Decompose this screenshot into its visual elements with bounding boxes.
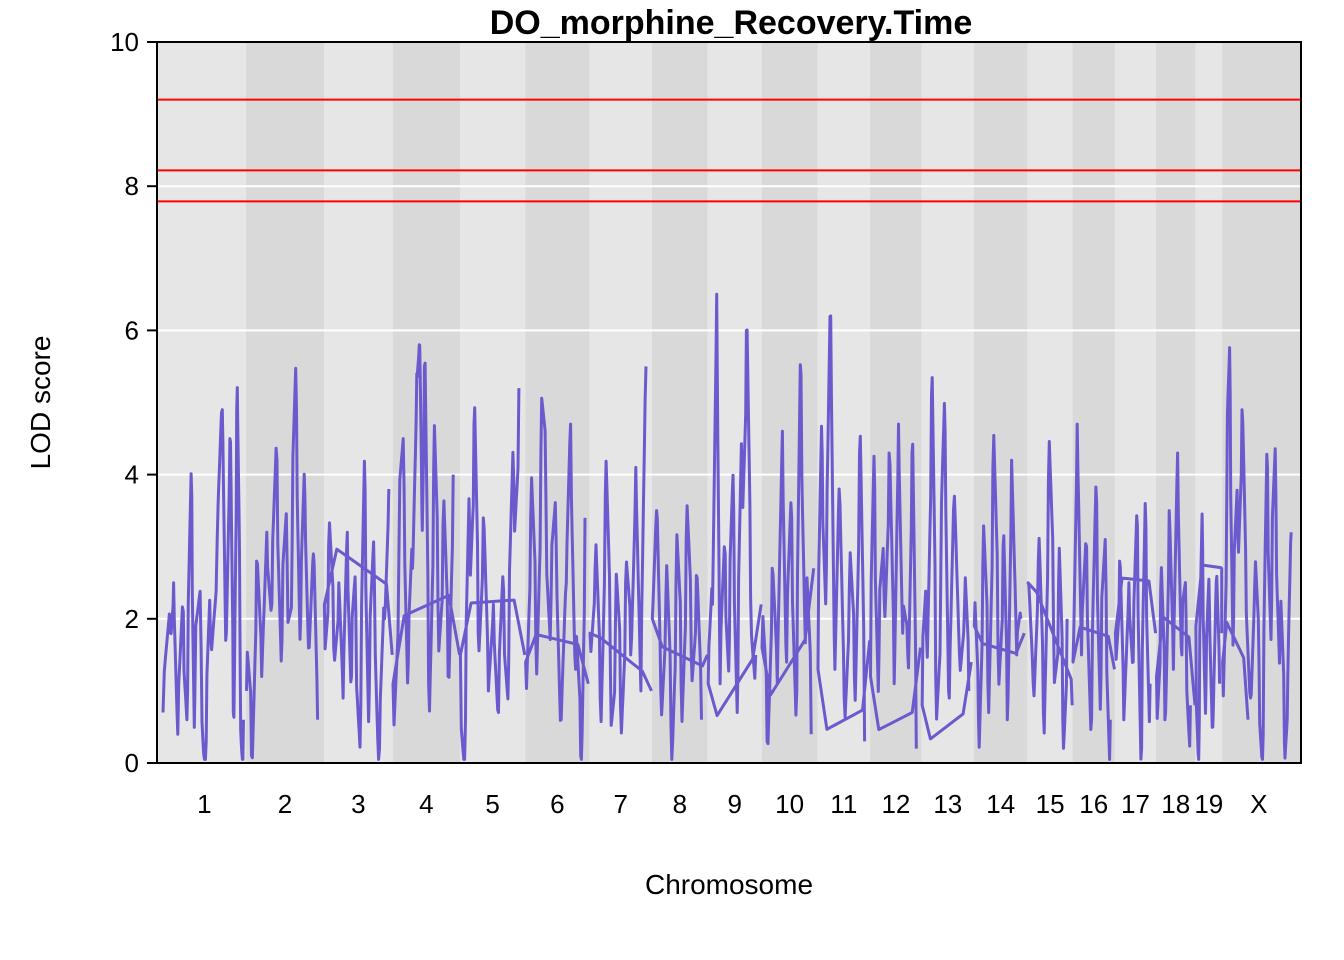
x-tick-label-chr-10: 10 xyxy=(775,789,804,819)
x-tick-label-chr-4: 4 xyxy=(419,789,433,819)
lod-curve-chr-17 xyxy=(1113,502,1158,761)
y-axis-ticks: 0 2 4 6 8 10 xyxy=(110,27,157,778)
lod-series xyxy=(161,292,1293,761)
lod-curve-chr-7 xyxy=(588,366,653,735)
lod-curve-chr-3 xyxy=(322,459,394,761)
y-tick-label-4: 4 xyxy=(125,460,139,490)
x-tick-label-chr-X: X xyxy=(1250,789,1267,819)
x-tick-label-chr-2: 2 xyxy=(278,789,292,819)
chromosome-band-17 xyxy=(1114,42,1157,763)
x-tick-label-chr-12: 12 xyxy=(881,789,910,819)
y-tick-label-8: 8 xyxy=(125,171,139,201)
y-axis-label: LOD score xyxy=(25,336,56,470)
x-tick-label-chr-8: 8 xyxy=(673,789,687,819)
x-axis-ticks: 1 2 3 4 5 6 7 8 9 10 11 12 13 14 15 16 17 18 19 X xyxy=(197,789,1267,819)
lod-curve-chr-2 xyxy=(245,366,320,760)
lod-curve-chr-X xyxy=(1221,346,1293,761)
lod-curve-chr-11 xyxy=(816,314,872,742)
chromosome-band-5 xyxy=(459,42,526,763)
x-tick-label-chr-9: 9 xyxy=(727,789,741,819)
x-tick-label-chr-19: 19 xyxy=(1194,789,1223,819)
x-tick-label-chr-1: 1 xyxy=(197,789,211,819)
y-tick-label-0: 0 xyxy=(125,748,139,778)
y-tick-label-10: 10 xyxy=(110,27,139,57)
lod-curve-chr-8 xyxy=(650,504,709,761)
x-tick-label-chr-15: 15 xyxy=(1036,789,1065,819)
chart-title: DO_morphine_Recovery.Time xyxy=(490,4,972,42)
chromosome-band-2 xyxy=(246,42,324,763)
x-axis-label: Chromosome xyxy=(645,869,813,900)
x-tick-label-chr-6: 6 xyxy=(550,789,564,819)
x-tick-label-chr-17: 17 xyxy=(1121,789,1150,819)
chromosome-band-16 xyxy=(1072,42,1115,763)
x-tick-label-chr-18: 18 xyxy=(1161,789,1190,819)
lod-curve-chr-16 xyxy=(1071,422,1116,761)
lod-curve-chr-4 xyxy=(391,343,462,727)
x-tick-label-chr-16: 16 xyxy=(1079,789,1108,819)
lod-curve-chr-12 xyxy=(869,422,922,749)
lod-curve-chr-6 xyxy=(524,396,590,761)
y-tick-label-6: 6 xyxy=(125,315,139,345)
lod-curve-chr-9 xyxy=(706,292,763,718)
lod-curve-chr-10 xyxy=(760,363,816,746)
significance-thresholds xyxy=(157,98,1301,203)
x-tick-label-chr-5: 5 xyxy=(485,789,499,819)
lod-curve-chr-18 xyxy=(1155,451,1197,748)
x-tick-label-chr-13: 13 xyxy=(933,789,962,819)
lod-curve-chr-5 xyxy=(458,388,527,761)
x-tick-label-chr-3: 3 xyxy=(351,789,365,819)
lod-curve-chr-13 xyxy=(920,376,973,741)
plot-frame xyxy=(156,41,1302,764)
lod-curve-chr-1 xyxy=(161,386,245,761)
lod-curve-chr-19 xyxy=(1194,512,1224,761)
x-tick-label-chr-11: 11 xyxy=(830,789,857,819)
lod-curve-chr-15 xyxy=(1026,440,1074,750)
lod-curve-chr-14 xyxy=(972,433,1026,749)
x-tick-label-chr-7: 7 xyxy=(614,789,628,819)
x-tick-label-chr-14: 14 xyxy=(986,789,1015,819)
y-tick-label-2: 2 xyxy=(125,604,139,634)
